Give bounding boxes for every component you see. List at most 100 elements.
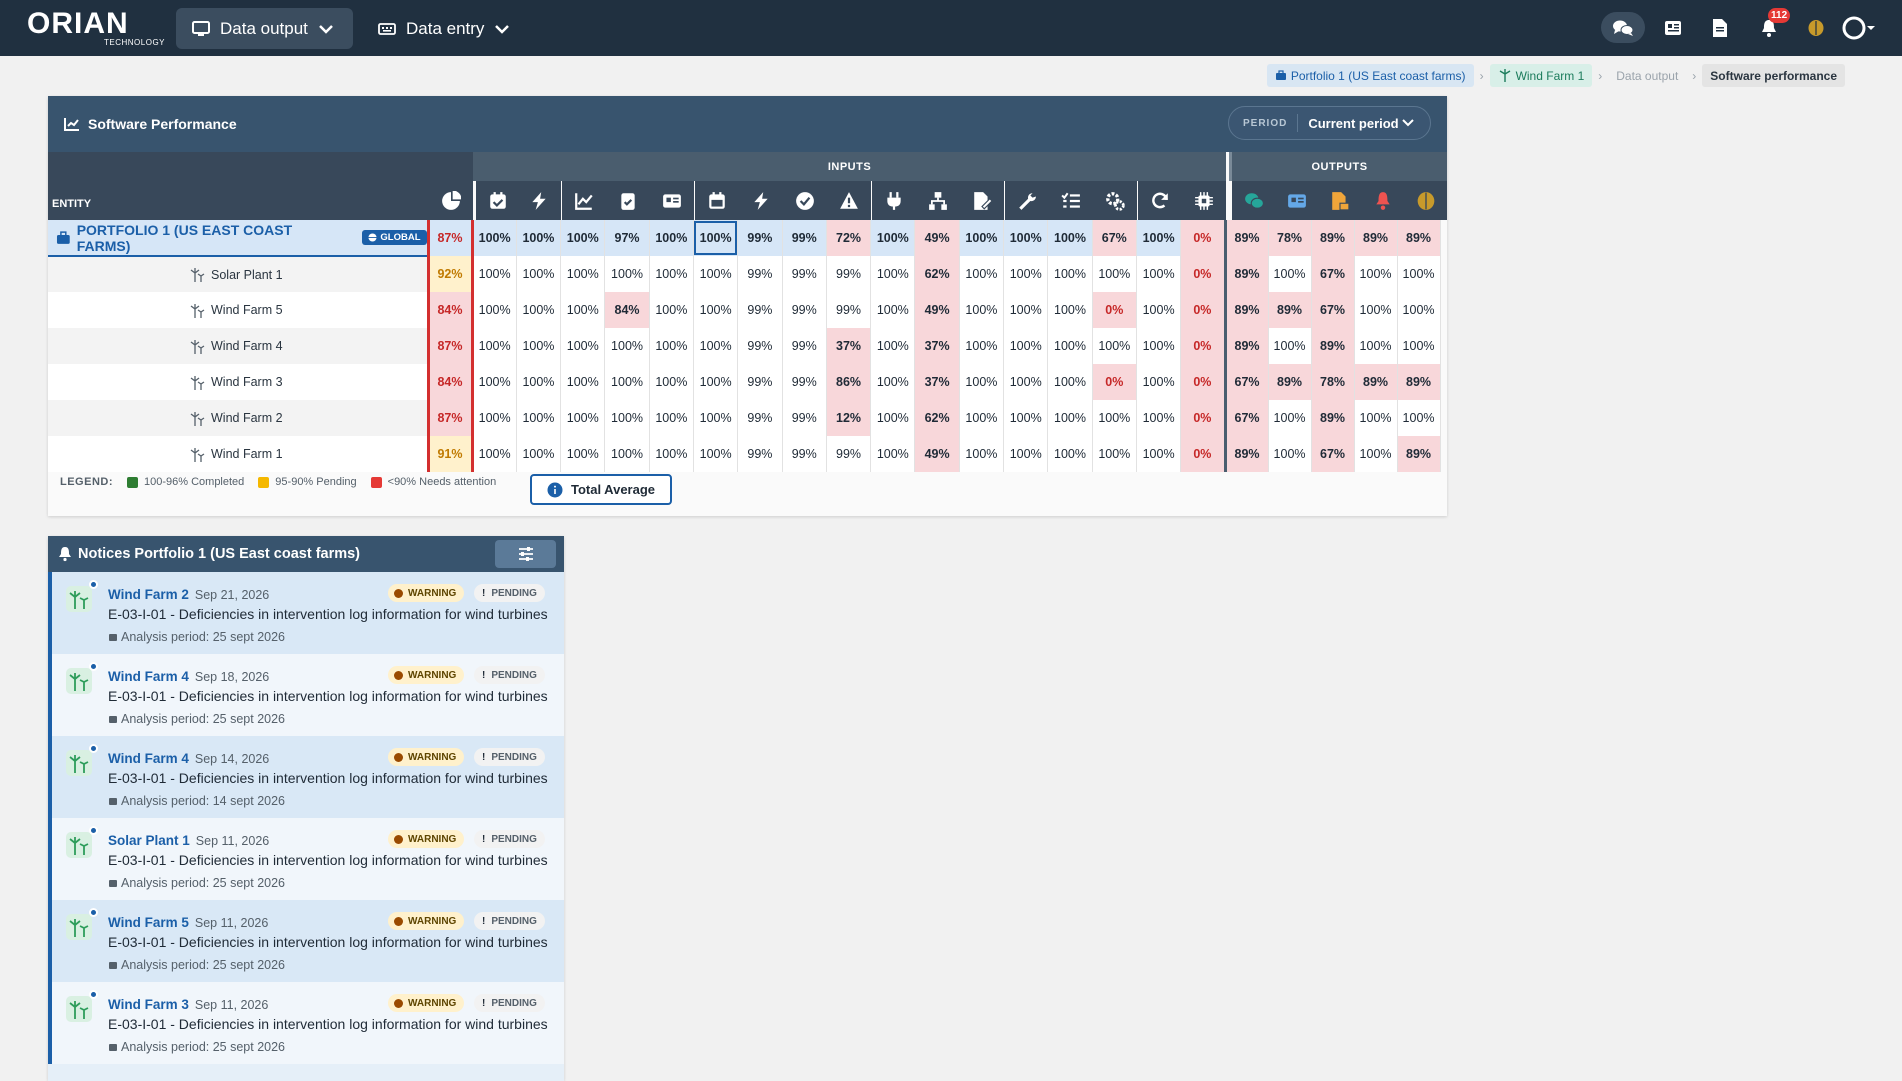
input-cell[interactable]: 100% [870,220,916,256]
refresh-icon-header[interactable] [1137,181,1182,220]
output-cell[interactable]: 89% [1354,364,1398,400]
input-cell[interactable]: 99% [826,436,872,472]
table-row[interactable]: Wind Farm 5 84% 100% 100% 100% 84% 100% 100% 99%… [48,292,1441,328]
output-cell[interactable]: 100% [1354,436,1398,472]
output-cell[interactable]: 100% [1397,256,1441,292]
notice-item[interactable]: Solar Plant 1 Sep 11, 2026 WARNING! PENDING… [48,818,564,900]
output-cell[interactable]: 100% [1354,328,1398,364]
input-cell[interactable]: 99% [737,256,783,292]
input-cell[interactable]: 100% [516,328,562,364]
input-cell[interactable]: 100% [693,292,739,328]
input-cell[interactable]: 100% [560,436,606,472]
output-cell[interactable]: 78% [1268,220,1312,256]
output-cell[interactable]: 89% [1354,220,1398,256]
table-row[interactable]: Wind Farm 2 87% 100% 100% 100% 100% 100% 100% 99… [48,400,1441,436]
breadcrumb-data-output[interactable]: Data output [1608,64,1686,87]
input-cell[interactable]: 99% [737,400,783,436]
breadcrumb-wind-farm[interactable]: Wind Farm 1 [1489,64,1593,87]
input-cell[interactable]: 100% [1092,400,1137,436]
notice-item[interactable]: Wind Farm 4 Sep 18, 2026 WARNING! PENDING E-… [48,654,564,736]
output-cell[interactable]: 89% [1223,436,1269,472]
input-cell[interactable]: 100% [959,292,1005,328]
input-cell[interactable]: 100% [693,256,739,292]
notice-source[interactable]: Wind Farm 3 Sep 11, 2026 [108,997,268,1012]
average-cell[interactable]: 87% [426,328,474,364]
input-cell[interactable]: 0% [1092,364,1137,400]
notice-item[interactable]: Wind Farm 4 Sep 14, 2026 WARNING! PENDING E-… [48,736,564,818]
input-cell[interactable]: 0% [1180,400,1226,436]
entity-cell[interactable]: PORTFOLIO 1 (US EAST COAST FARMS) GLOBAL [48,220,428,257]
average-cell[interactable]: 84% [426,292,474,328]
input-cell[interactable]: 99% [737,328,783,364]
input-cell[interactable]: 100% [1047,436,1093,472]
input-cell[interactable]: 99% [782,220,827,256]
entity-cell[interactable]: Wind Farm 2 [48,400,428,436]
input-cell[interactable]: 99% [782,256,827,292]
input-cell[interactable]: 100% [604,328,650,364]
input-cell[interactable]: 99% [826,256,872,292]
input-cell[interactable]: 0% [1180,328,1226,364]
input-cell[interactable]: 100% [649,256,694,292]
input-cell[interactable]: 100% [1047,220,1093,256]
input-cell[interactable]: 100% [1003,220,1049,256]
entity-cell[interactable]: Wind Farm 3 [48,364,428,400]
input-cell[interactable]: 100% [472,220,517,256]
average-cell[interactable]: 92% [426,256,474,292]
notice-item[interactable]: Wind Farm 3 Sep 11, 2026 WARNING! PENDING E-… [48,982,564,1064]
output-cell[interactable]: 100% [1268,436,1312,472]
input-cell[interactable]: 99% [782,400,827,436]
notice-source[interactable]: Wind Farm 4 Sep 18, 2026 [108,669,269,684]
input-cell[interactable]: 49% [914,436,960,472]
input-cell[interactable]: 100% [693,328,739,364]
input-cell[interactable]: 12% [826,400,872,436]
output-cell[interactable]: 89% [1223,220,1269,256]
input-cell[interactable]: 100% [959,436,1005,472]
input-cell[interactable]: 100% [472,256,517,292]
notice-source[interactable]: Wind Farm 5 Sep 11, 2026 [108,915,268,930]
input-cell[interactable]: 100% [516,436,562,472]
notice-item[interactable]: Wind Farm 2 Sep 21, 2026 WARNING! PENDING E-… [48,572,564,654]
input-cell[interactable]: 86% [826,364,872,400]
input-cell[interactable]: 100% [516,364,562,400]
bolt-icon-header[interactable] [517,181,562,220]
input-cell[interactable]: 62% [914,256,960,292]
brain-button[interactable] [1802,14,1830,42]
data-output-menu[interactable]: Data output [176,8,353,49]
output-cell[interactable]: 67% [1311,436,1355,472]
output-cell[interactable]: 89% [1223,256,1269,292]
input-cell[interactable]: 100% [604,436,650,472]
notice-source[interactable]: Wind Farm 4 Sep 14, 2026 [108,751,269,766]
output-cell[interactable]: 78% [1311,364,1355,400]
output-cell[interactable]: 100% [1268,328,1312,364]
input-cell[interactable]: 0% [1180,220,1226,256]
input-cell[interactable]: 99% [782,436,827,472]
gears-icon-header[interactable] [1093,181,1138,220]
input-cell[interactable]: 100% [604,364,650,400]
entity-cell[interactable]: Wind Farm 4 [48,328,428,364]
output-cell[interactable]: 89% [1268,292,1312,328]
wrench-icon-header[interactable] [1004,181,1049,220]
output-cell[interactable]: 100% [1397,292,1441,328]
output-cell[interactable]: 89% [1397,436,1441,472]
input-cell[interactable]: 100% [1092,328,1137,364]
input-cell[interactable]: 100% [1136,220,1182,256]
output-cell[interactable]: 89% [1223,328,1269,364]
input-cell[interactable]: 100% [560,256,606,292]
input-cell[interactable]: 100% [516,256,562,292]
bell-output-icon-header[interactable] [1361,181,1404,220]
input-cell[interactable]: 100% [649,364,694,400]
input-cell[interactable]: 100% [560,328,606,364]
input-cell[interactable]: 100% [1047,364,1093,400]
input-cell[interactable]: 100% [870,256,916,292]
table-row[interactable]: Wind Farm 1 91% 100% 100% 100% 100% 100% 100% 99… [48,436,1441,472]
comments-icon-header[interactable] [1232,181,1275,220]
average-cell[interactable]: 91% [426,436,474,472]
entity-cell[interactable]: Wind Farm 5 [48,292,428,328]
output-cell[interactable]: 100% [1354,292,1398,328]
average-cell[interactable]: 84% [426,364,474,400]
input-cell[interactable]: 0% [1180,256,1226,292]
notifications-button[interactable] [1755,14,1783,42]
plug-icon-header[interactable] [871,181,916,220]
output-cell[interactable]: 89% [1311,220,1355,256]
input-cell[interactable]: 99% [826,292,872,328]
